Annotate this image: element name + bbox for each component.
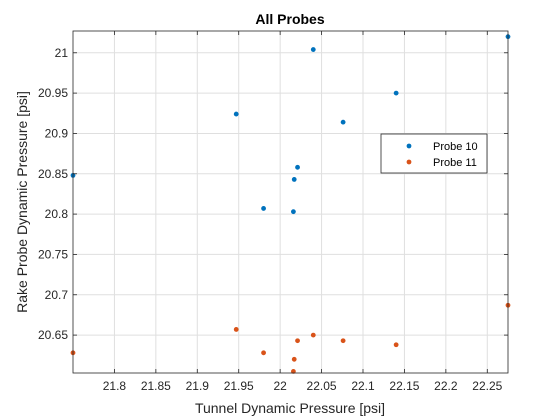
data-point [291, 209, 296, 214]
data-point [394, 342, 399, 347]
chart-title: All Probes [255, 11, 324, 27]
x-tick-label: 22.1 [351, 379, 375, 393]
legend-entry-label: Probe 10 [433, 141, 478, 153]
data-point [295, 338, 300, 343]
data-point [341, 338, 346, 343]
data-point [234, 327, 239, 332]
x-tick-label: 22.25 [472, 379, 502, 393]
y-tick-label: 20.9 [45, 126, 69, 140]
x-tick-label: 22.05 [307, 379, 337, 393]
x-tick-label: 22.15 [389, 379, 419, 393]
y-tick-label: 21 [55, 46, 69, 60]
legend-entry-label: Probe 11 [433, 157, 477, 169]
x-axis-label: Tunnel Dynamic Pressure [psi] [195, 400, 385, 416]
x-tick-label: 22.2 [434, 379, 458, 393]
y-tick-label: 20.95 [38, 86, 68, 100]
y-tick-label: 20.75 [38, 247, 68, 261]
data-point [295, 165, 300, 170]
x-tick-label: 21.95 [224, 379, 254, 393]
y-axis-label: Rake Probe Dynamic Pressure [psi] [14, 91, 30, 313]
y-tick-label: 20.65 [38, 328, 68, 342]
data-point [292, 177, 297, 182]
x-tick-label: 21.85 [141, 379, 171, 393]
legend: Probe 10 Probe 11 [381, 134, 487, 173]
data-point [292, 357, 297, 362]
y-tick-label: 20.85 [38, 167, 68, 181]
data-point [234, 112, 239, 117]
legend-marker [407, 160, 412, 165]
x-tick-label: 21.8 [103, 379, 127, 393]
x-tick-label: 22 [273, 379, 287, 393]
data-point [261, 350, 266, 355]
x-tick-label: 21.9 [186, 379, 210, 393]
data-point [311, 333, 316, 338]
y-tick-label: 20.7 [45, 288, 69, 302]
y-tick-label: 20.8 [45, 207, 69, 221]
legend-marker [407, 144, 412, 149]
data-point [311, 47, 316, 52]
data-point [341, 120, 346, 125]
data-point [261, 206, 266, 211]
plot-area [73, 31, 508, 373]
data-point [394, 91, 399, 96]
